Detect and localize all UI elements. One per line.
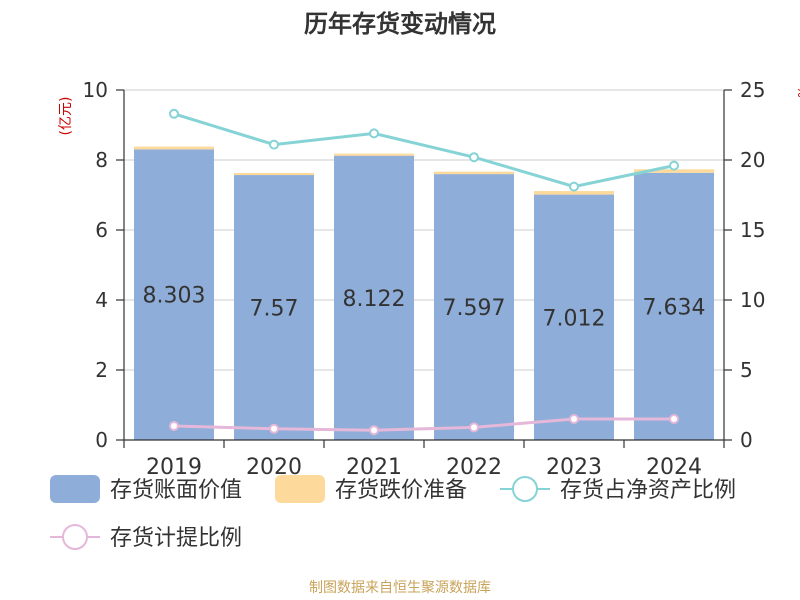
y-right-axis-label: % <box>795 86 800 97</box>
bar-labels-group: 8.303 7.57 8.122 7.597 7.012 7.634 <box>143 284 706 332</box>
legend-marker <box>62 524 88 550</box>
legend-label: 存货占净资产比例 <box>560 478 736 503</box>
y-left-tick-label: 0 <box>95 428 108 452</box>
line-point <box>169 421 179 431</box>
legend-swatch <box>50 475 100 503</box>
bar-impairment-2019 <box>134 146 214 150</box>
line-point <box>569 181 579 192</box>
y-right-tick-label: 5 <box>740 358 753 382</box>
bar-value-label: 7.597 <box>443 296 506 321</box>
line-point <box>569 414 579 424</box>
y-left-tick-label: 4 <box>95 288 108 312</box>
bar-book-value-2024 <box>634 172 714 440</box>
y-left-tick-label: 2 <box>95 358 108 382</box>
chart-title: 历年存货变动情况 <box>304 10 496 38</box>
gridlines <box>124 89 724 371</box>
bar-value-label: 7.012 <box>543 306 606 331</box>
y-left-tick-label: 8 <box>95 148 108 172</box>
line-point <box>269 423 279 434</box>
bar-impairment-2022 <box>434 171 514 175</box>
line-point <box>669 414 679 424</box>
y-right-tick-label: 20 <box>740 148 765 172</box>
legend-item: 存货计提比例 <box>50 524 242 551</box>
x-tick-label: 2024 <box>646 455 702 480</box>
legend-label: 存货账面价值 <box>110 478 242 503</box>
y-right-tick-label: 15 <box>740 218 765 242</box>
legend-marker <box>512 476 538 502</box>
x-tick-label: 2021 <box>346 455 402 480</box>
legend-swatch <box>275 475 325 503</box>
line-point <box>169 108 179 119</box>
legend-item: 存货跌价准备 <box>275 475 467 503</box>
legend-label: 存货跌价准备 <box>335 478 467 503</box>
bars-group <box>134 146 714 441</box>
bar-book-value-2021 <box>334 155 414 441</box>
bar-book-value-2022 <box>434 174 514 441</box>
bar-impairment-2021 <box>334 153 414 156</box>
bar-book-value-2019 <box>134 149 214 440</box>
line-point <box>269 139 279 150</box>
line-point <box>469 152 479 163</box>
y-right-tick-label: 10 <box>740 288 765 312</box>
bar-book-value-2020 <box>234 175 314 441</box>
y-left-tick-label: 10 <box>83 78 108 102</box>
legend-item: 存货占净资产比例 <box>500 476 736 503</box>
line-point <box>369 128 379 139</box>
y-left-axis-label: (亿元) <box>58 97 74 136</box>
line-point <box>669 160 679 171</box>
x-tick-label: 2019 <box>146 455 202 480</box>
line-point <box>369 425 379 436</box>
legend-item: 存货账面价值 <box>50 475 242 503</box>
bar-value-label: 8.303 <box>143 284 206 309</box>
y-right-tick-label: 0 <box>740 428 753 452</box>
bar-value-label: 8.122 <box>343 287 406 312</box>
line-series-0 <box>173 112 675 189</box>
line-series-1 <box>173 417 674 432</box>
bar-value-label: 7.57 <box>250 297 299 322</box>
bar-impairment-2020 <box>234 172 314 176</box>
y-right-tick-label: 25 <box>740 78 765 102</box>
bar-impairment-2023 <box>534 191 614 195</box>
lines-group <box>169 108 679 436</box>
source-note: 制图数据来自恒生聚源数据库 <box>309 580 491 596</box>
bar-book-value-2023 <box>534 194 614 440</box>
line-point <box>469 422 479 433</box>
x-tick-label: 2022 <box>446 455 502 480</box>
x-tick-label: 2023 <box>546 455 602 480</box>
bar-value-label: 7.634 <box>643 295 706 320</box>
y-left-tick-label: 6 <box>95 218 108 242</box>
bar-impairment-2024 <box>634 169 714 173</box>
legend-label: 存货计提比例 <box>110 526 242 551</box>
